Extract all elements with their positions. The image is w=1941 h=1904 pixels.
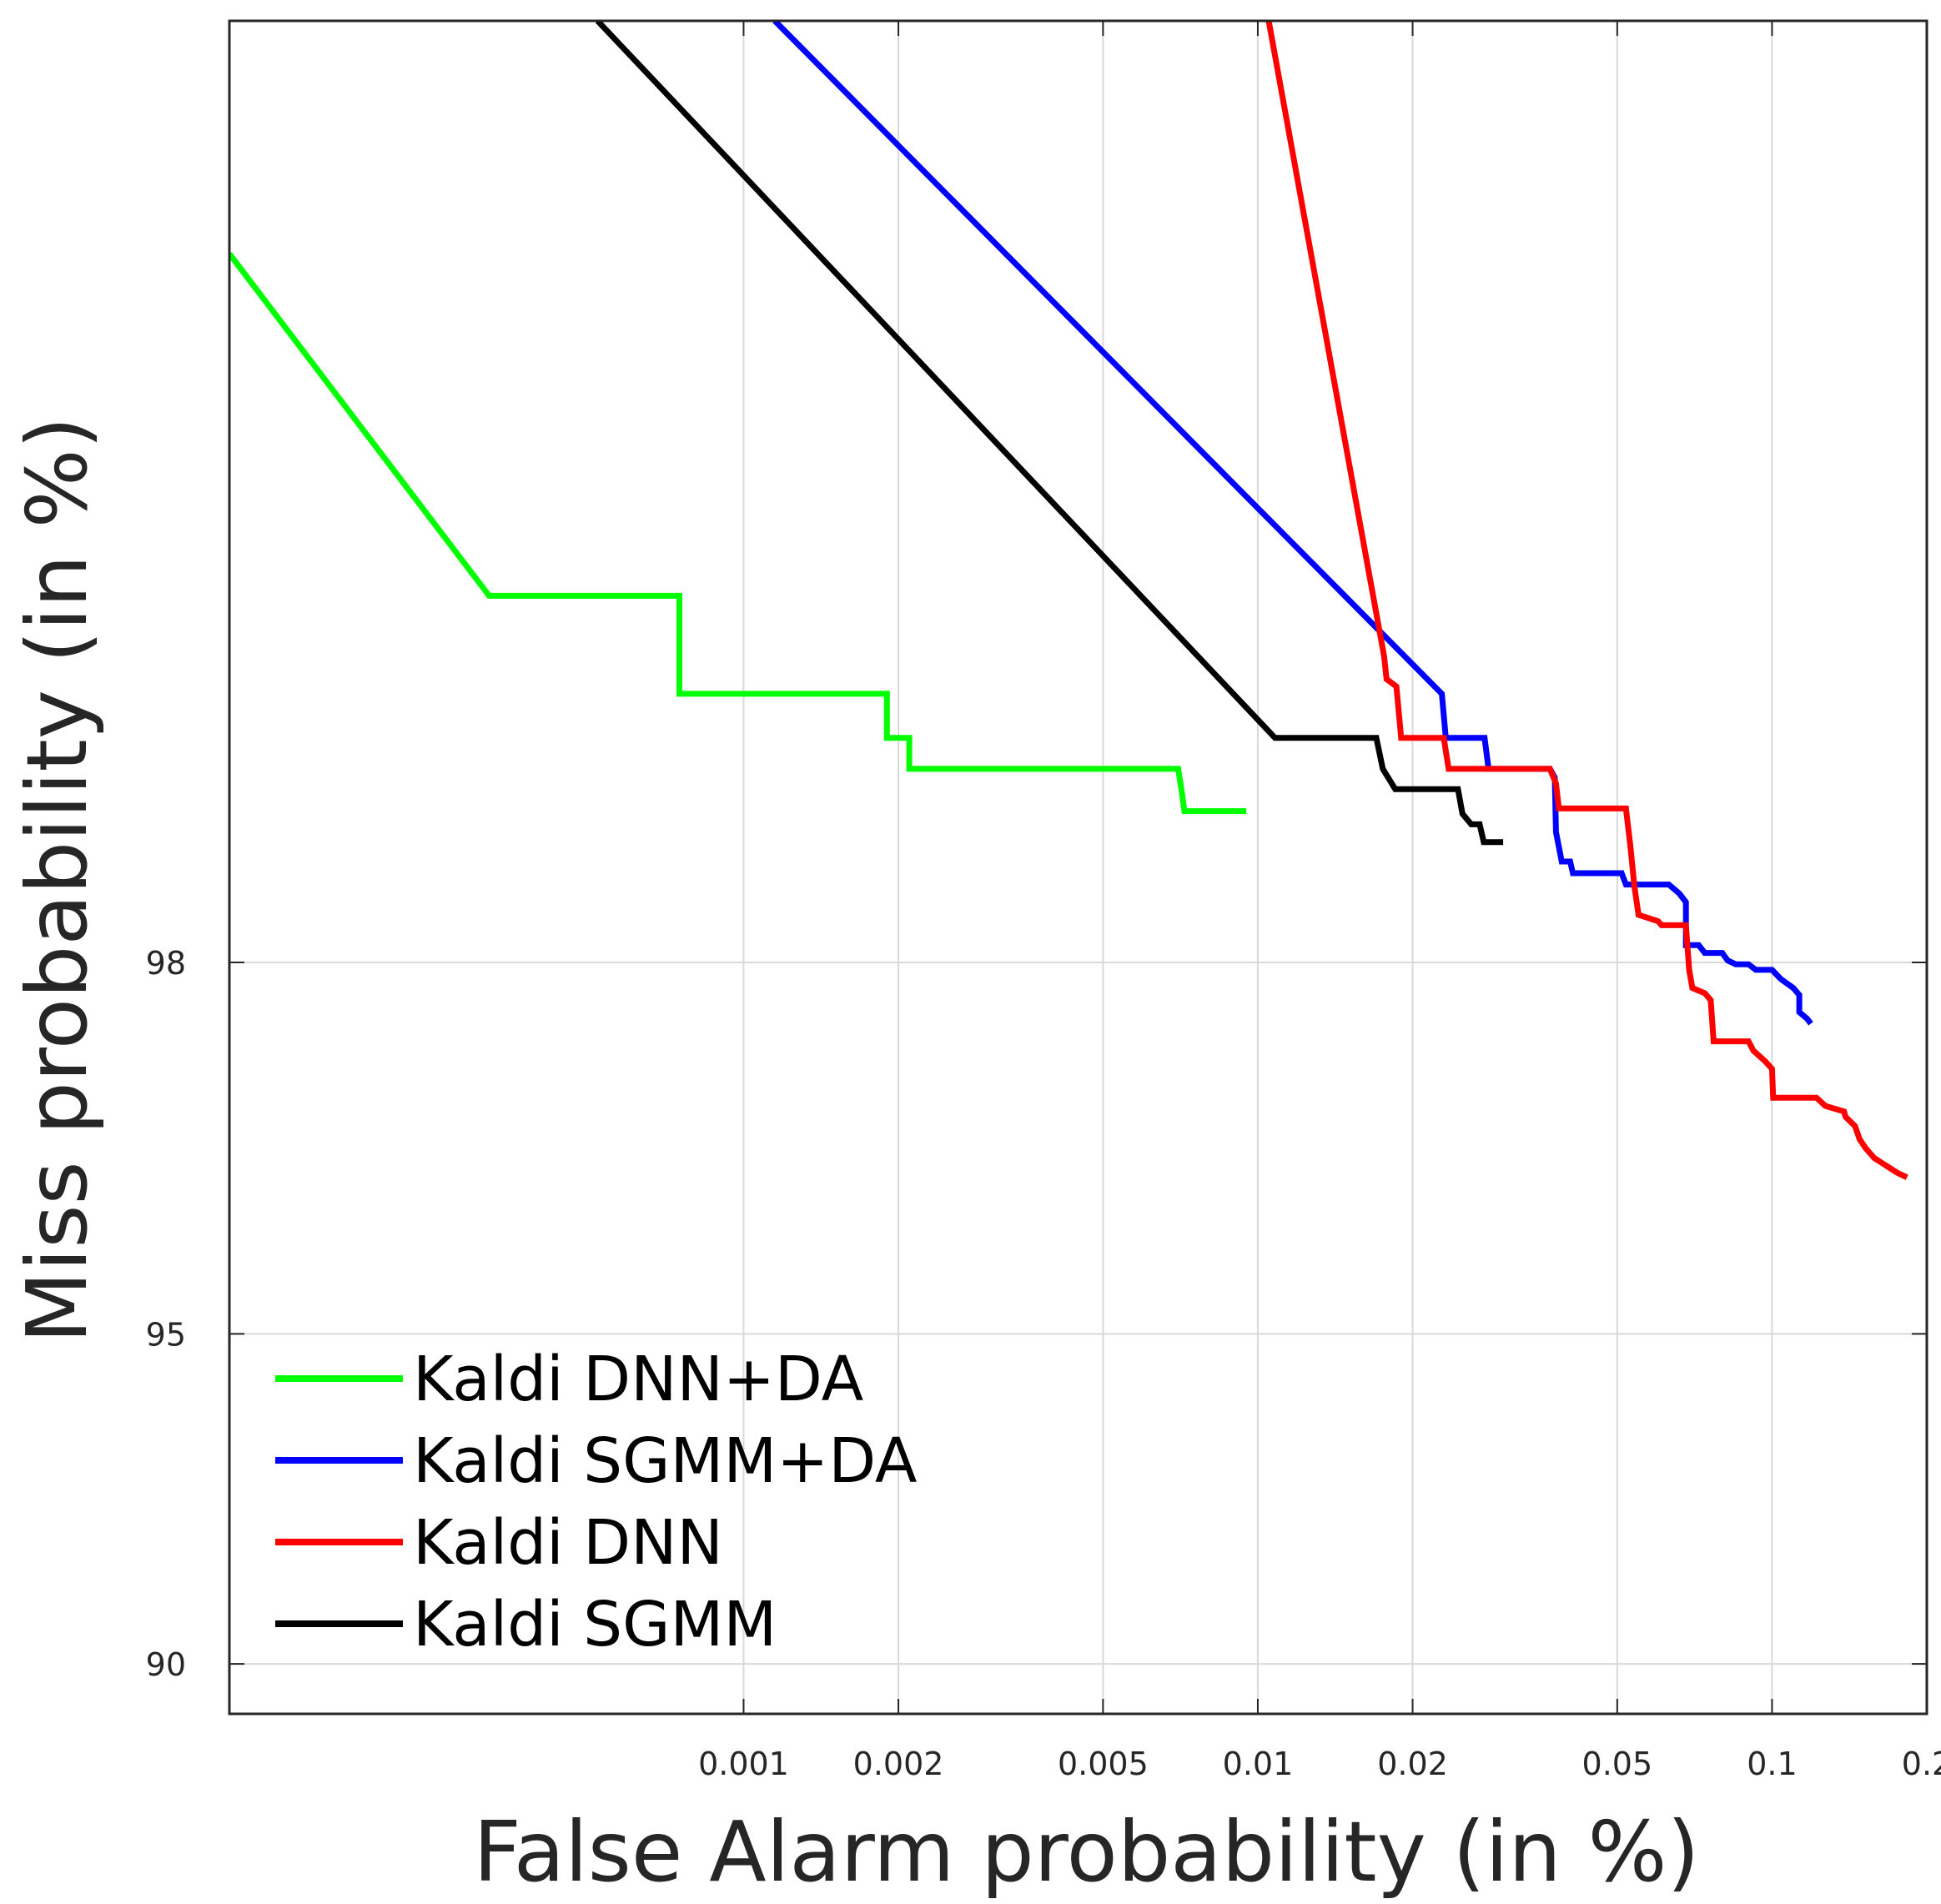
- x-tick-label: 0.2: [1902, 1746, 1941, 1782]
- ticks-group: 0.001 0.002 0.005 0.01 0.02 0.05 0.1 0.2 90 95 98: [146, 21, 1941, 1782]
- legend-label-kaldi-sgmm-da: Kaldi SGMM+DA: [413, 1425, 918, 1497]
- x-tick-label: 0.01: [1223, 1746, 1294, 1782]
- y-axis-title: Miss probability (in %): [8, 416, 106, 1343]
- x-axis-title: False Alarm probability (in %): [473, 1803, 1699, 1901]
- y-tick-label: 90: [146, 1646, 186, 1683]
- x-tick-label: 0.005: [1058, 1746, 1149, 1782]
- series-line-kaldi-dnn-da: [229, 252, 1247, 815]
- legend-label-kaldi-dnn: Kaldi DNN: [413, 1507, 723, 1579]
- grid-lines: [229, 21, 1928, 1714]
- series-line-kaldi-dnn: [1265, 21, 1908, 1180]
- x-tick-label: 0.1: [1747, 1746, 1797, 1782]
- legend-label-kaldi-sgmm: Kaldi SGMM: [413, 1589, 777, 1660]
- y-tick-label: 95: [146, 1316, 186, 1353]
- plot-frame: [228, 19, 1928, 1716]
- legend-label-kaldi-dnn-da: Kaldi DNN+DA: [413, 1344, 864, 1415]
- y-tick-label: 98: [146, 945, 186, 982]
- legend: Kaldi DNN+DA Kaldi SGMM+DA Kaldi DNN Kaldi …: [275, 1344, 918, 1660]
- x-tick-label: 0.02: [1377, 1746, 1448, 1782]
- x-tick-label: 0.001: [698, 1746, 789, 1782]
- series-group: [229, 21, 1908, 1180]
- x-tick-label: 0.05: [1582, 1746, 1653, 1782]
- series-line-kaldi-sgmm: [595, 21, 1504, 846]
- x-tick-label: 0.002: [853, 1746, 944, 1782]
